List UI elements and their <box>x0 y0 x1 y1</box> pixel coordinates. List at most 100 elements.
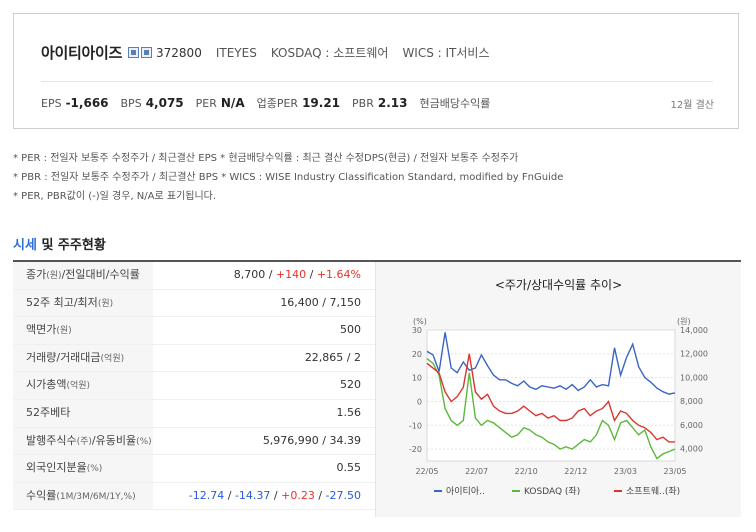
price-change-pct: +1.64% <box>316 268 361 281</box>
fiscal-closing: 12월 결산 <box>670 100 714 111</box>
right-tick-label: 6,000 <box>680 421 703 430</box>
right-tick-label: 8,000 <box>680 397 703 406</box>
series-line <box>426 332 676 395</box>
metric-pbr-label: PBR <box>352 96 374 110</box>
row-unit: (억원) <box>66 381 91 392</box>
row-label: 거래량/거래대금 <box>26 350 101 364</box>
header-divider <box>41 81 713 82</box>
price-table: 종가(원)/전일대비/수익률 8,700 / +140 / +1.64% 52주… <box>13 262 375 511</box>
row-value: 1.56 <box>336 405 362 419</box>
section-title: 시세 및 주주현황 <box>13 234 106 253</box>
right-tick-label: 10,000 <box>680 373 708 382</box>
row-label: 52주베타 <box>26 405 71 419</box>
right-tick-label: 4,000 <box>680 445 703 454</box>
left-axis-unit: (%) <box>413 317 427 326</box>
home-icon[interactable] <box>141 47 153 58</box>
row-label-extra: /유동비율 <box>91 433 137 447</box>
series-line <box>426 358 676 460</box>
company-line: 아이티아이즈 372800 ITEYES KOSDAQ : 소프트웨어 WICS… <box>41 42 504 63</box>
row-label: 발행주식수 <box>26 433 77 447</box>
left-tick-label: -20 <box>409 445 422 454</box>
section-title-highlight: 시세 <box>13 238 37 253</box>
row-unit: (원) <box>56 326 72 337</box>
key-metrics: EPS -1,666 BPS 4,075 PER N/A 업종PER 19.21 PBR… <box>41 95 490 111</box>
left-tick-label: 30 <box>412 326 422 335</box>
table-row: 수익률(1M/3M/6M/1Y,%) -12.74 / -14.37 / +0.… <box>13 482 375 511</box>
ticker: ITEYES <box>215 45 257 60</box>
return-6m: +0.23 <box>281 488 315 502</box>
legend-label: KOSDAQ (좌) <box>524 486 580 497</box>
x-tick-label: 23/03 <box>614 467 637 476</box>
metric-bps-value: 4,075 <box>145 96 184 110</box>
metric-sector-per-label: 업종PER <box>256 97 299 110</box>
wics-sector: WICS : IT서비스 <box>402 46 490 60</box>
table-row: 52주 최고/최저(원) 16,400 / 7,150 <box>13 289 375 318</box>
row-value: 520 <box>340 378 361 392</box>
row-label: 외국인지분율 <box>26 461 87 475</box>
chart-title: <주가/상대수익률 추이> <box>494 278 623 292</box>
row-value: 5,976,990 / 34.39 <box>262 433 361 447</box>
right-tick-label: 14,000 <box>680 326 708 335</box>
price-chart: 30 20 10 0 -10 -20 14,000 12,000 10,000 8,000 6,00… <box>409 317 708 497</box>
row-unit: (주) <box>76 436 92 447</box>
legend-label: 아이티아.. <box>446 486 485 497</box>
x-tick-label: 22/10 <box>515 467 538 476</box>
metric-eps-value: -1,666 <box>65 96 109 110</box>
right-axis-unit: (원) <box>677 317 691 326</box>
row-value: 500 <box>340 323 361 337</box>
metric-sector-per-value: 19.21 <box>302 96 341 110</box>
left-tick-label: -10 <box>409 421 422 430</box>
metric-pbr-value: 2.13 <box>377 96 408 110</box>
market-sector: KOSDAQ : 소프트웨어 <box>270 46 389 60</box>
footnotes: * PER : 전일자 보통주 수정주가 / 최근결산 EPS * 현금배당수익… <box>13 149 563 206</box>
table-row: 52주베타 1.56 <box>13 399 375 428</box>
close-price: 8,700 <box>233 268 266 281</box>
price-change: +140 <box>275 268 307 281</box>
row-value: 0.55 <box>336 461 362 475</box>
row-unit: (원) <box>97 298 114 309</box>
row-value: 22,865 / 2 <box>304 350 361 364</box>
metric-dividend-label: 현금배당수익률 <box>419 97 491 110</box>
stock-code: 372800 <box>156 45 202 60</box>
footnote-per: * PER : 전일자 보통주 수정주가 / 최근결산 EPS * 현금배당수익… <box>13 153 519 164</box>
panel-divider <box>375 262 376 517</box>
metric-bps-label: BPS <box>120 96 142 110</box>
row-label: 시가총액 <box>26 378 67 392</box>
row-unit: (억원) <box>100 353 125 364</box>
section-title-rest: 및 주주현황 <box>36 238 106 253</box>
table-row: 시가총액(억원) 520 <box>13 372 375 400</box>
left-tick-label: 0 <box>417 397 422 406</box>
company-header: 아이티아이즈 372800 ITEYES KOSDAQ : 소프트웨어 WICS… <box>13 13 739 129</box>
x-tick-label: 22/07 <box>465 467 488 476</box>
table-row: 외국인지분율(%) 0.55 <box>13 455 375 483</box>
table-row: 종가(원)/전일대비/수익률 8,700 / +140 / +1.64% <box>13 262 375 290</box>
return-1m: -12.74 <box>188 488 225 502</box>
table-row: 거래량/거래대금(억원) 22,865 / 2 <box>13 344 375 373</box>
left-tick-label: 20 <box>412 350 422 359</box>
footnote-na: * PER, PBR값이 (-)일 경우, N/A로 표기됩니다. <box>13 191 217 202</box>
return-3m: -14.37 <box>234 488 271 502</box>
row-label: 액면가 <box>26 323 57 337</box>
row-unit: (1M/3M/6M/1Y,%) <box>56 491 136 502</box>
metric-per-value: N/A <box>220 96 245 110</box>
x-tick-label: 23/05 <box>663 467 686 476</box>
x-tick-label: 22/12 <box>564 467 587 476</box>
row-label-extra: /전일대비/수익률 <box>61 268 140 281</box>
panel-top-border <box>13 260 741 262</box>
row-unit: (원) <box>46 271 62 281</box>
left-tick-label: 10 <box>412 374 422 383</box>
row-unit: (%) <box>86 464 103 475</box>
right-tick-label: 12,000 <box>680 350 708 359</box>
chart-panel: <주가/상대수익률 추이> 30 20 10 0 -10 -20 14,000 12,000 1… <box>376 262 741 517</box>
table-row: 액면가(원) 500 <box>13 317 375 345</box>
series-line <box>426 353 675 443</box>
return-1y: -27.50 <box>325 488 361 502</box>
row-value: 16,400 / 7,150 <box>280 295 361 309</box>
x-tick-label: 22/05 <box>415 467 438 476</box>
footnote-pbr: * PBR : 전일자 보통주 수정주가 / 최근결산 BPS * WICS :… <box>13 172 564 183</box>
table-row: 발행주식수(주)/유동비율(%) 5,976,990 / 34.39 <box>13 427 375 456</box>
metric-eps-label: EPS <box>41 96 62 110</box>
market-badge-icon[interactable] <box>128 47 140 58</box>
row-label: 종가 <box>26 268 47 281</box>
legend-label: 소프트웨..(좌) <box>626 485 680 497</box>
